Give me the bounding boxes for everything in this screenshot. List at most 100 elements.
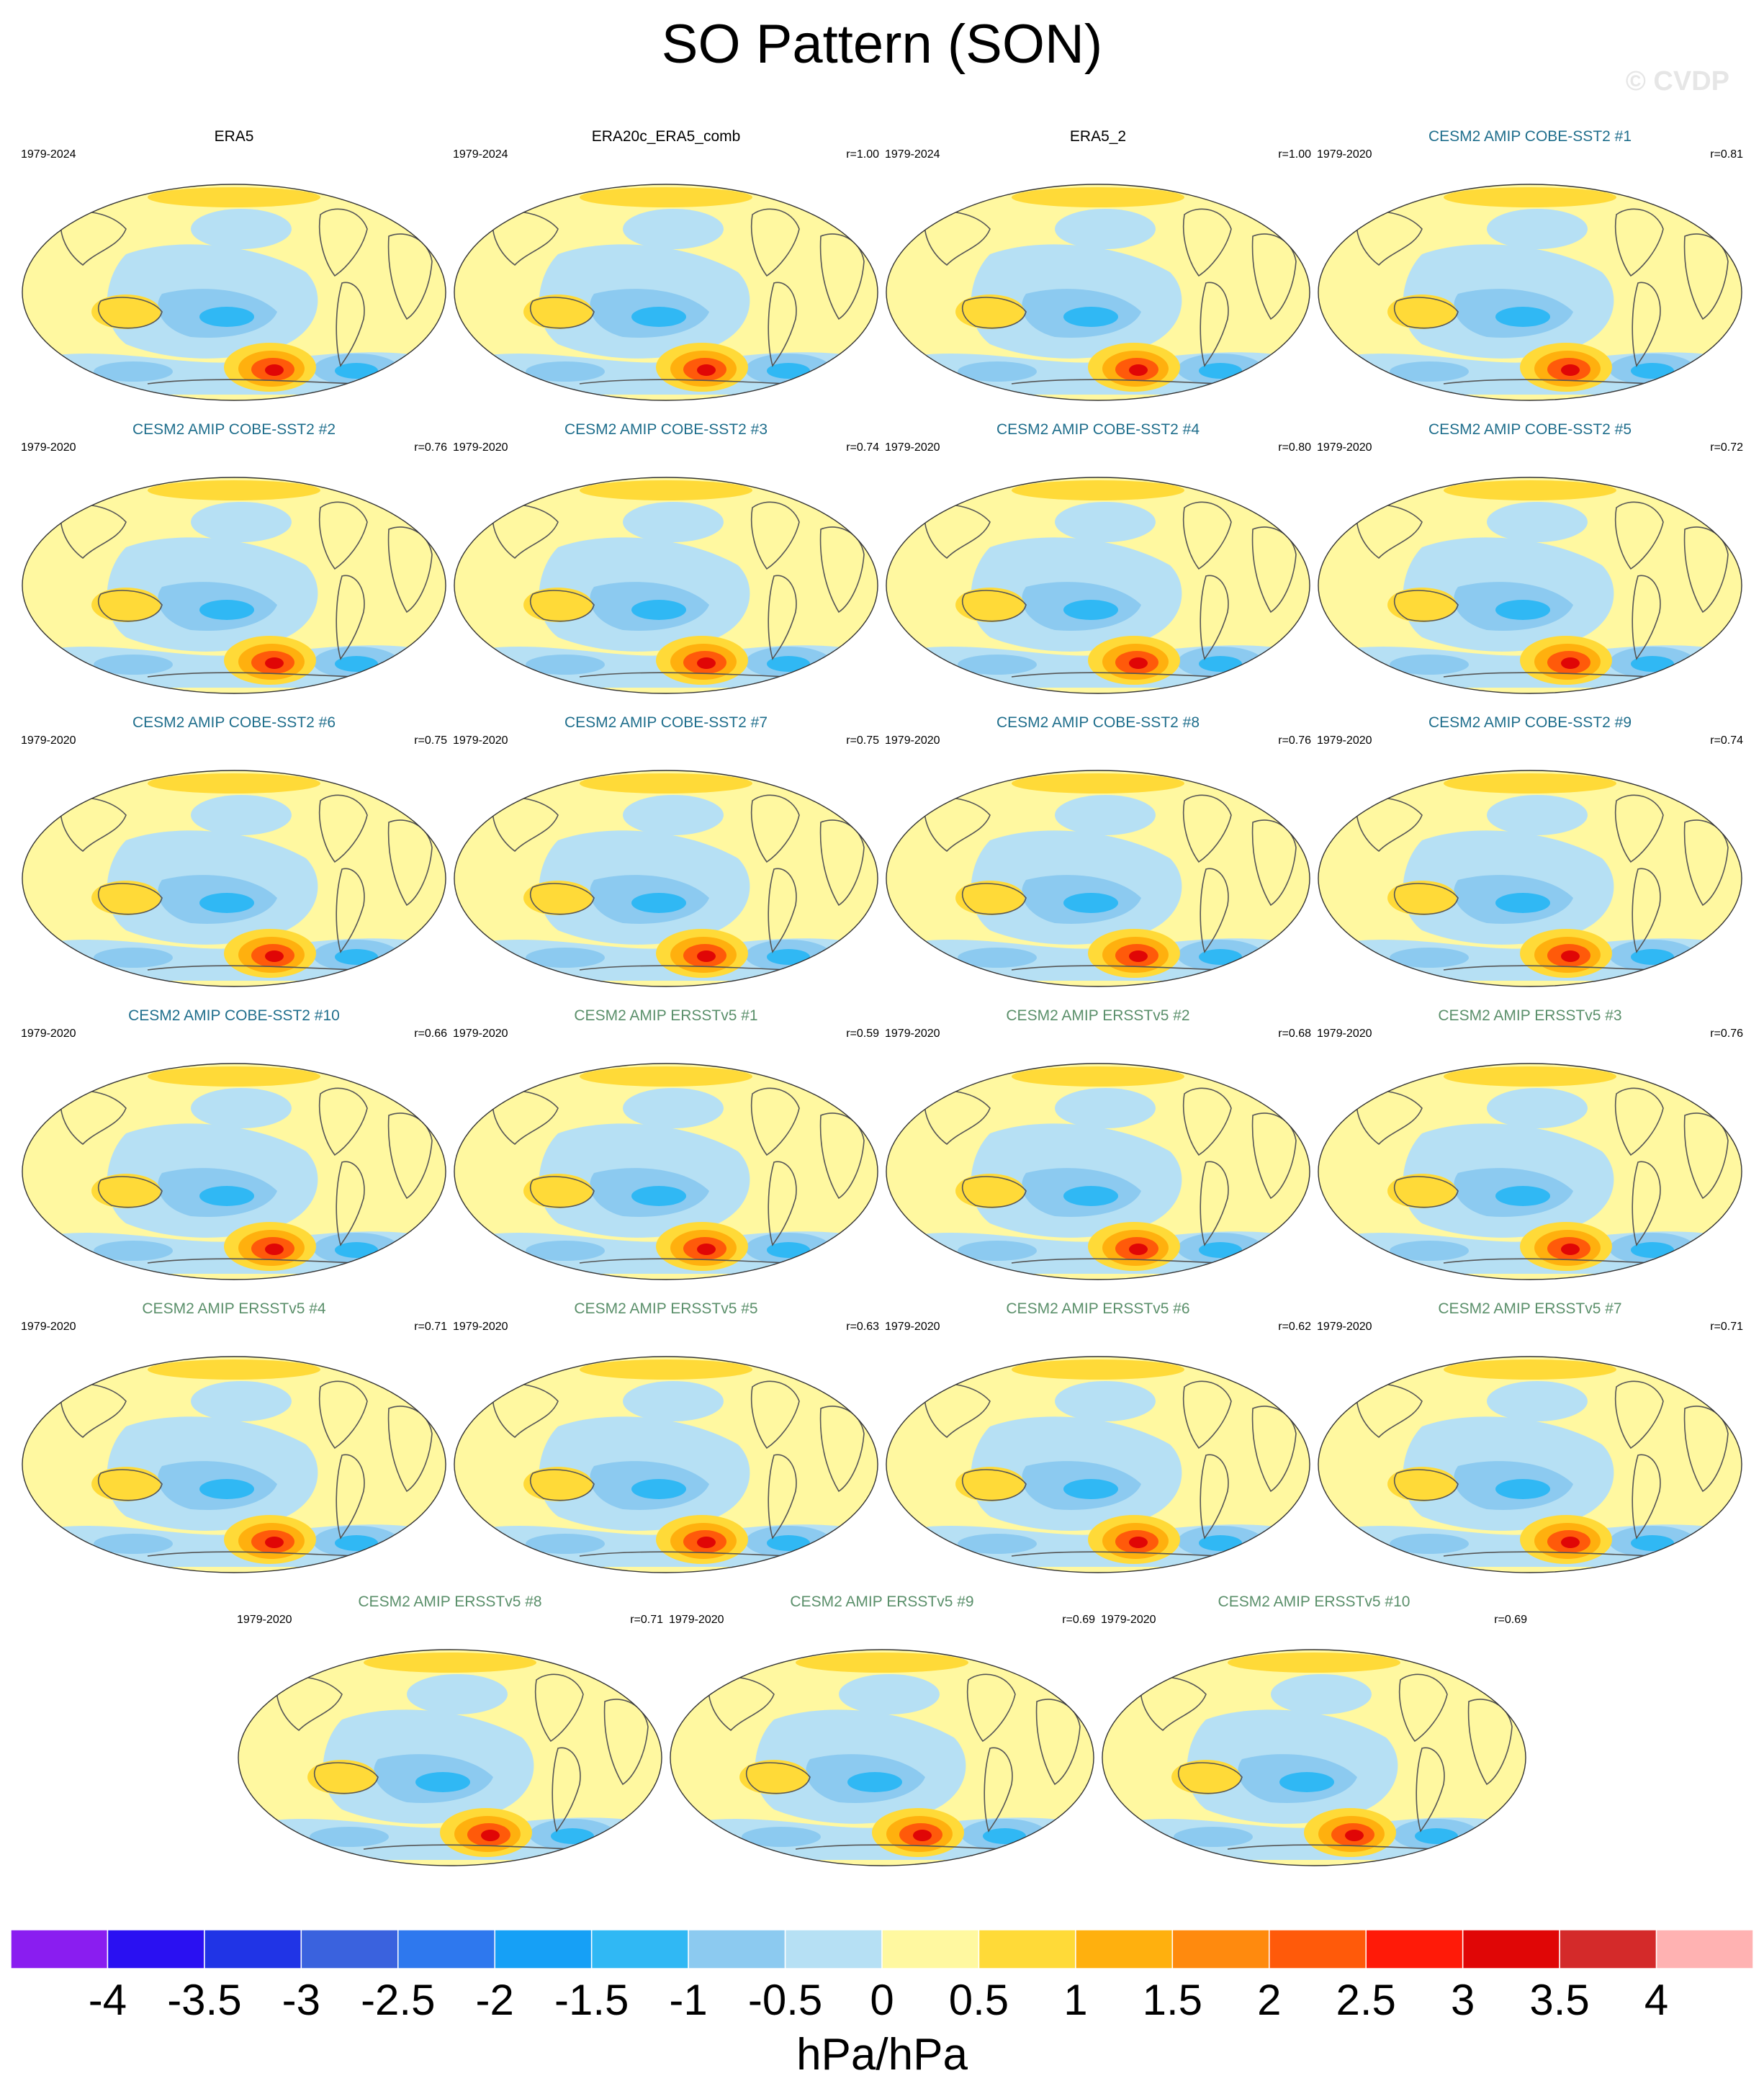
coastline-5: [579, 379, 789, 385]
coastline-4: [1683, 526, 1729, 613]
colorbar-swatch: [1559, 1929, 1657, 1969]
indian-negative-lobe: [958, 361, 1037, 382]
panel-period: 1979-2020: [21, 441, 76, 454]
coastline-1: [530, 1469, 595, 1501]
map-frame: [670, 1649, 1094, 1866]
map-panel: CESM2 AMIP COBE-SST2 #8 1979-2020 r=0.76: [882, 714, 1314, 1002]
panel-period: 1979-2020: [1317, 148, 1372, 161]
anomaly-field: [454, 1357, 878, 1573]
coastline-1: [1178, 1762, 1243, 1794]
coastline-3: [1200, 575, 1229, 660]
colorbar-tick-label: 1.5: [1143, 1976, 1202, 2024]
coastline-1: [530, 297, 595, 329]
arctic-positive: [580, 480, 752, 500]
panel-period: 1979-2020: [885, 734, 940, 747]
panel-title: CESM2 AMIP COBE-SST2 #7: [564, 714, 768, 731]
map-frame: [22, 477, 446, 694]
colorbar-swatch: [881, 1929, 980, 1969]
coastline-4: [1467, 1699, 1513, 1786]
map-frame: [22, 184, 446, 401]
australia-positive: [307, 1760, 377, 1794]
coastline-2: [750, 501, 800, 570]
world-map: [1318, 1063, 1742, 1280]
pacific-negative-center: [1495, 1186, 1550, 1206]
panel-period: 1979-2020: [21, 734, 76, 747]
coastline-3: [768, 282, 797, 367]
south-pacific-positive-core: [265, 657, 284, 669]
coastline-3: [768, 1161, 797, 1246]
indian-negative-lobe: [1390, 1241, 1469, 1261]
world-map: [22, 1063, 446, 1280]
colorbar-swatch: [494, 1929, 593, 1969]
north-pacific-negative: [1055, 209, 1156, 249]
pacific-negative-center: [199, 1479, 254, 1499]
atlantic-negative-center: [1199, 363, 1242, 379]
arctic-positive: [148, 480, 320, 500]
anomaly-field: [886, 770, 1310, 986]
indian-negative-lobe: [94, 361, 173, 382]
coastline-5: [363, 1844, 573, 1850]
pacific-negative-center: [631, 1186, 686, 1206]
panel-period: 1979-2020: [885, 1028, 940, 1040]
panel-title: ERA5_2: [1069, 128, 1127, 145]
coastline-1: [98, 883, 163, 915]
panel-title: CESM2 AMIP ERSSTv5 #6: [1006, 1300, 1190, 1317]
panel-title: CESM2 AMIP COBE-SST2 #9: [1428, 714, 1632, 731]
anomaly-field: [238, 1650, 662, 1866]
world-map: [1318, 184, 1742, 401]
coastline-5: [147, 1551, 357, 1557]
anomaly-field: [22, 770, 446, 986]
anomaly-field: [22, 1064, 446, 1280]
coastline-3: [1632, 868, 1661, 953]
map-frame: [886, 1356, 1310, 1573]
coastline-5: [1443, 1551, 1653, 1557]
coastline-0: [924, 1089, 991, 1146]
south-pacific-positive-core: [265, 1537, 284, 1548]
north-pacific-negative: [839, 1674, 940, 1714]
atlantic-negative-center: [1199, 949, 1242, 965]
north-pacific-negative: [1055, 795, 1156, 835]
world-map: [454, 1063, 878, 1280]
world-map: [1318, 1356, 1742, 1573]
arctic-positive: [1012, 187, 1184, 207]
colorbar-swatch: [397, 1929, 495, 1969]
coastline-5: [1227, 1844, 1437, 1850]
coastline-3: [1632, 1161, 1661, 1246]
coastline-5: [1011, 965, 1221, 971]
colorbar-swatch: [107, 1929, 205, 1969]
north-pacific-negative: [1055, 1381, 1156, 1421]
coastline-5: [1011, 379, 1221, 385]
world-map: [22, 477, 446, 694]
coastline-1: [98, 297, 163, 329]
coastline-3: [768, 575, 797, 660]
arctic-positive: [1012, 773, 1184, 794]
panel-correlation: r=0.81: [1710, 148, 1743, 161]
coastline-4: [1683, 1406, 1729, 1493]
coastline-1: [1394, 297, 1459, 329]
coastline-0: [492, 1089, 559, 1146]
pacific-negative-center: [199, 1186, 254, 1206]
panel-period: 1979-2020: [453, 1321, 508, 1333]
indian-negative-lobe: [742, 1827, 821, 1847]
panel-title: CESM2 AMIP COBE-SST2 #8: [996, 714, 1200, 731]
north-pacific-negative: [191, 209, 292, 249]
north-pacific-negative: [623, 502, 724, 542]
coastline-0: [492, 503, 559, 559]
coastline-3: [336, 868, 365, 953]
pacific-negative-center: [631, 307, 686, 327]
south-pacific-positive-core: [1129, 950, 1148, 962]
australia-positive: [739, 1760, 809, 1794]
colorbar-tick-label: -3: [282, 1976, 320, 2024]
anomaly-field: [1102, 1650, 1526, 1866]
pacific-negative-center: [1063, 600, 1118, 620]
coastline-3: [336, 1454, 365, 1539]
coastline-0: [708, 1676, 775, 1732]
south-pacific-positive-core: [1129, 364, 1148, 376]
indian-negative-lobe: [958, 655, 1037, 675]
coastline-3: [336, 1161, 365, 1246]
coastline-3: [1632, 282, 1661, 367]
panel-correlation: r=0.59: [846, 1028, 879, 1040]
australia-positive: [91, 295, 161, 329]
colorbar-swatch: [10, 1929, 109, 1969]
coastline-2: [318, 794, 368, 863]
